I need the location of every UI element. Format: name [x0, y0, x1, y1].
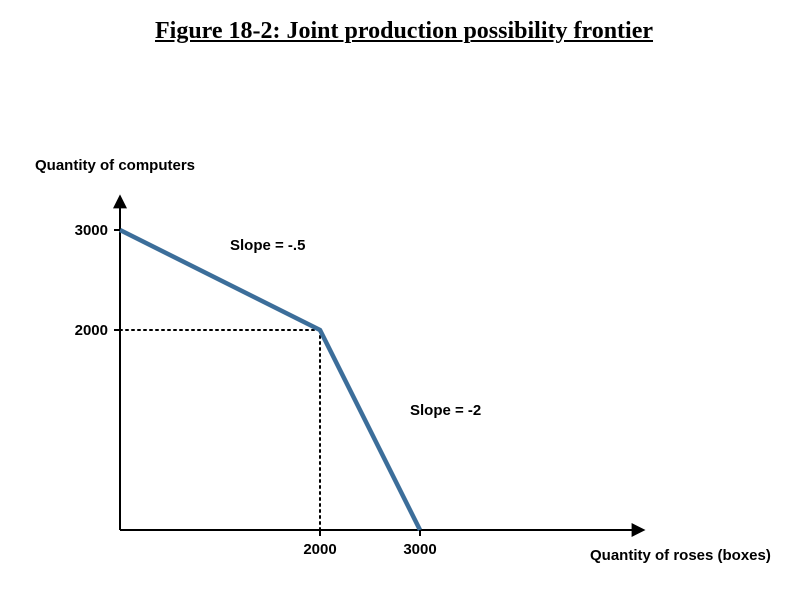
y-tick-label: 3000 [75, 222, 108, 239]
x-axis-label: Quantity of roses (boxes) [590, 547, 771, 564]
x-tick-label: 2000 [303, 541, 336, 558]
slope-1: Slope = -.5 [230, 237, 305, 254]
y-tick-label: 2000 [75, 322, 108, 339]
slope-2: Slope = -2 [410, 402, 481, 419]
page: Figure 18-2: Joint production possibilit… [0, 0, 808, 584]
ppf-line [120, 230, 420, 530]
ppf-chart-svg: 2000 3000 2000 3000 Quantity of roses (boxes… [0, 0, 808, 584]
ppf-chart: 2000 3000 2000 3000 Quantity of roses (boxes… [0, 0, 808, 589]
y-axis-label: Quantity of computers [35, 157, 195, 174]
x-tick-label: 3000 [403, 541, 436, 558]
